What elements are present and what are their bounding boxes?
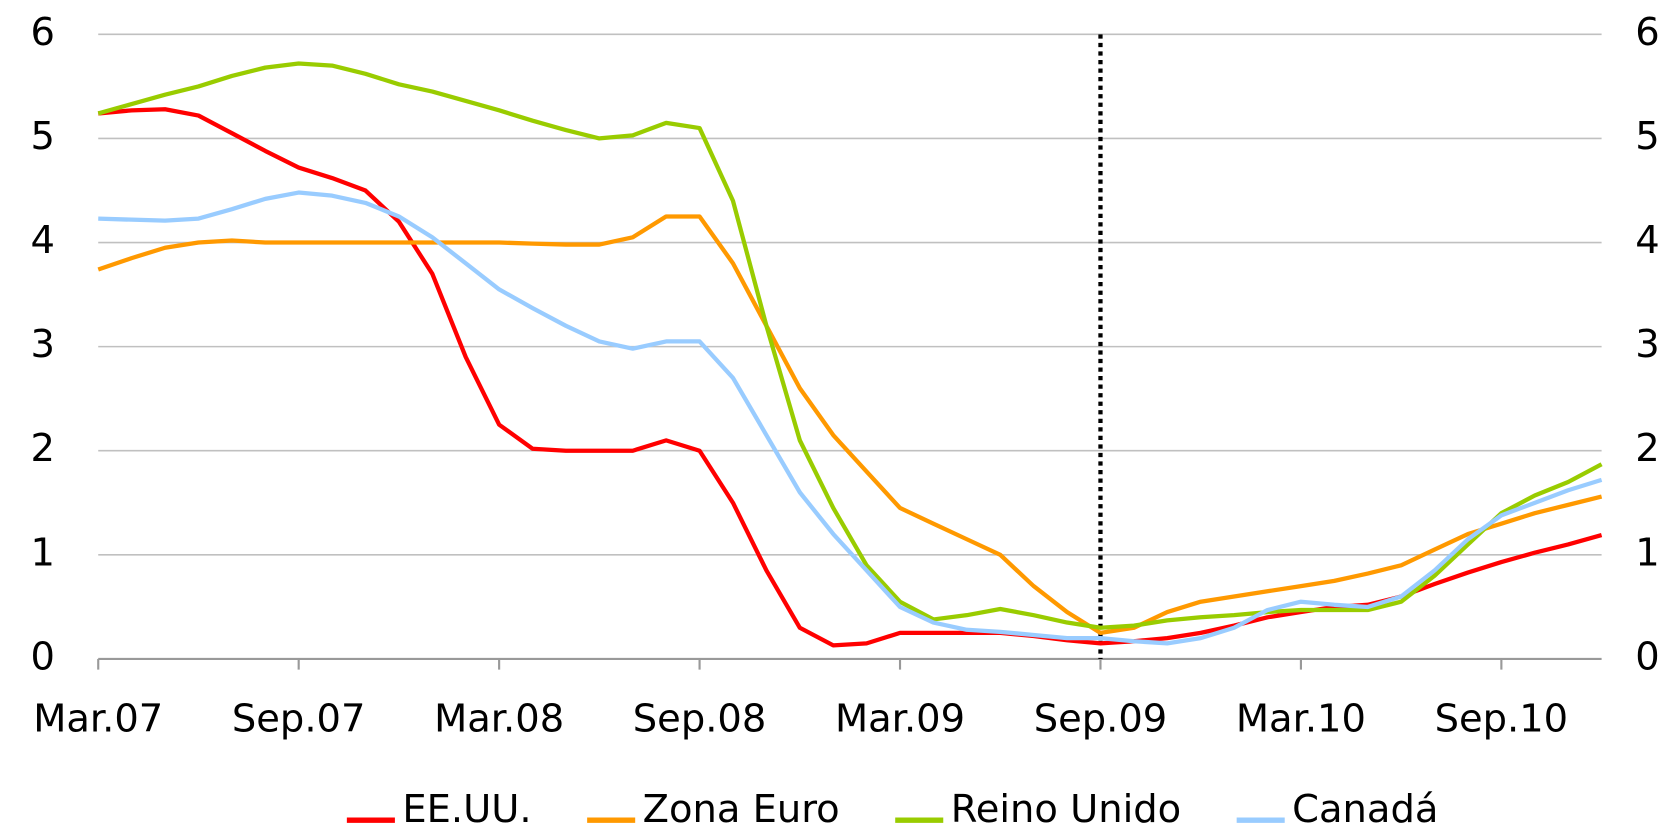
y2-tick-label: 5	[1635, 114, 1659, 159]
y-tick-label: 6	[30, 10, 54, 55]
x-tick-label: Mar.07	[33, 696, 163, 741]
line-series	[98, 190, 1603, 646]
legend-label: EE.UU.	[402, 787, 531, 831]
line-series	[97, 61, 1603, 630]
y2-tick-label: 1	[1635, 530, 1659, 575]
line-series	[98, 107, 1603, 648]
x-tick-label: Mar.10	[1236, 696, 1366, 741]
line-series	[97, 214, 1603, 636]
y-tick-label: 3	[30, 322, 54, 367]
x-tick-label: Sep.10	[1435, 696, 1569, 741]
x-tick-label: Sep.08	[633, 696, 767, 741]
y-tick-label: 2	[30, 426, 54, 471]
y2-tick-label: 3	[1635, 322, 1659, 367]
x-tick-label: Mar.09	[835, 696, 965, 741]
x-tick-label: Sep.09	[1034, 696, 1168, 741]
y-tick-label: 0	[30, 634, 54, 679]
x-tick-label: Mar.08	[434, 696, 564, 741]
legend-label: Reino Unido	[951, 787, 1181, 831]
x-tick-label: Sep.07	[232, 696, 366, 741]
y-tick-label: 1	[30, 530, 54, 575]
y-tick-label: 5	[30, 114, 54, 159]
y-tick-label: 4	[30, 218, 54, 263]
y2-tick-label: 2	[1635, 426, 1659, 471]
y2-tick-label: 0	[1635, 634, 1659, 679]
y2-tick-label: 6	[1635, 10, 1659, 55]
legend-label: Zona Euro	[643, 787, 840, 831]
y2-tick-label: 4	[1635, 218, 1659, 263]
legend-label: Canadá	[1292, 787, 1438, 831]
